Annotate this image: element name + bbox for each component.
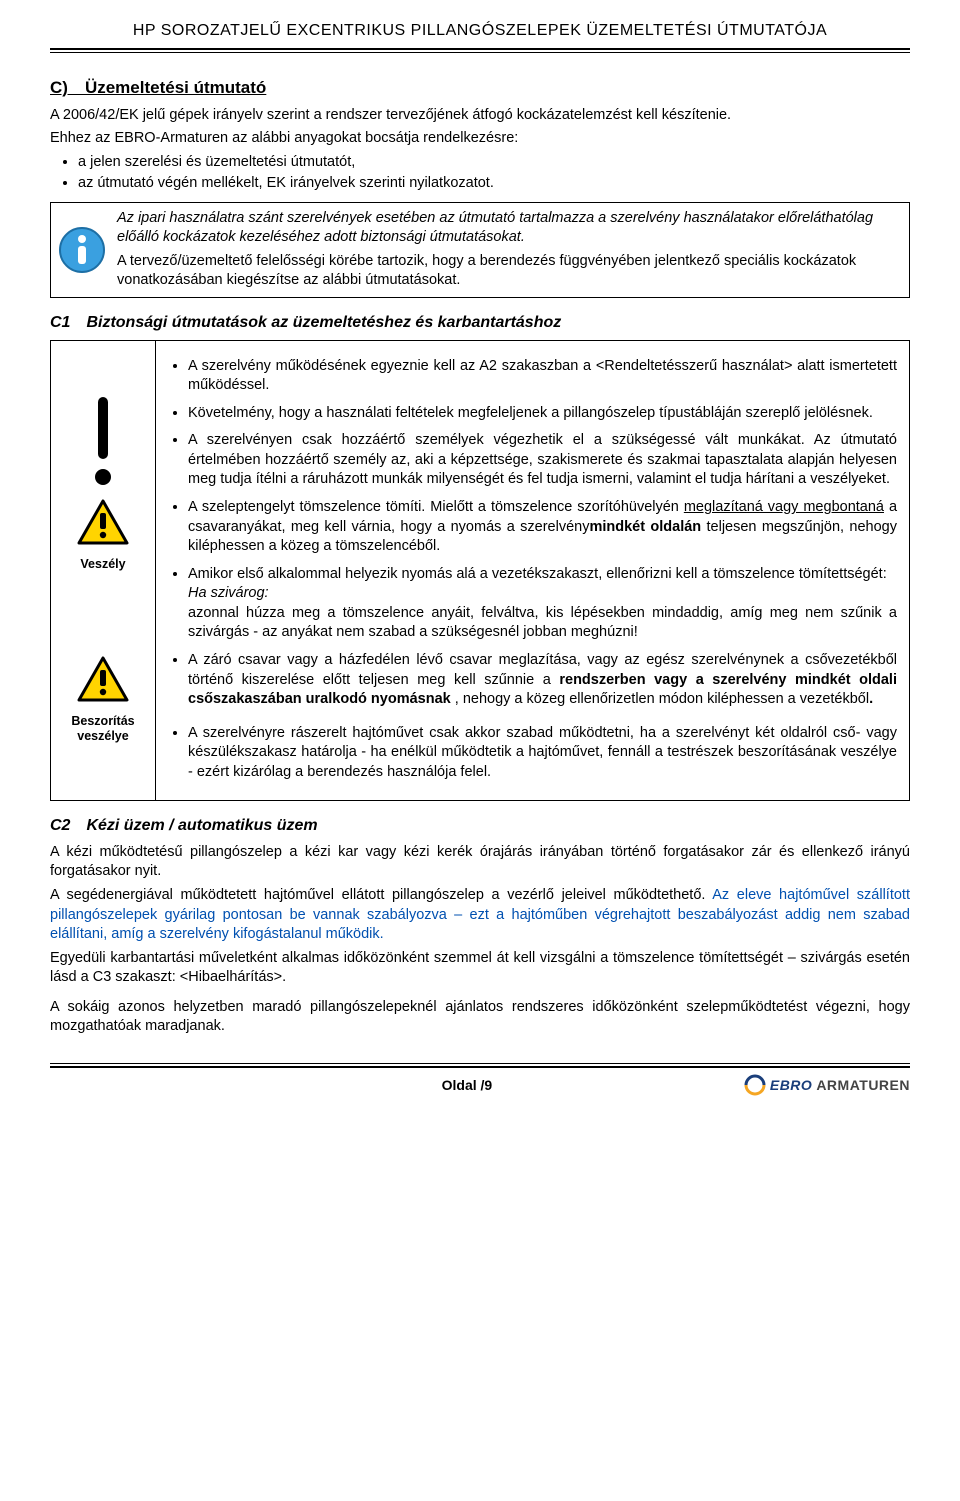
footer-rule-thick	[50, 1066, 910, 1068]
ebro-logo: EBRO ARMATUREN	[744, 1074, 910, 1096]
c1-heading: C1 Biztonsági útmutatások az üzemeltetés…	[50, 312, 910, 334]
c1-left-column: Veszély Beszorítás veszélye	[51, 341, 156, 801]
c1-item-1: A szerelvény működésének egyeznie kell a…	[188, 357, 897, 396]
c1-i4-underline: meglazítaná vagy megbontaná	[684, 499, 884, 515]
section-c-bullet-2: az útmutató végén mellékelt, EK irányelv…	[78, 174, 910, 194]
warning-triangle-icon	[77, 499, 129, 545]
c2-p1: A kézi működtetésű pillangószelep a kézi…	[50, 843, 910, 882]
c1-i5-c: azonnal húzza meg a tömszelence anyáit, …	[188, 605, 897, 641]
c2-heading: C2 Kézi üzem / automatikus üzem	[50, 815, 910, 837]
c1-list: A szerelvény működésének egyeznie kell a…	[188, 357, 897, 783]
c1-right-column: A szerelvény működésének egyeznie kell a…	[156, 341, 909, 801]
c2-p2a: A segédenergiával működtetett hajtóművel…	[50, 887, 712, 903]
pinch-label: Beszorítás veszélye	[55, 714, 151, 744]
header-rule-thin	[50, 52, 910, 53]
section-c-intro: A 2006/42/EK jelű gépek irányelv szerint…	[50, 106, 910, 126]
footer-row: Oldal /9 EBRO ARMATUREN	[50, 1074, 910, 1096]
info-text-p1: Az ipari használatra szánt szerelvények …	[117, 209, 899, 248]
info-text: Az ipari használatra szánt szerelvények …	[113, 203, 909, 297]
c2-p3: Egyedüli karbantartási műveletként alkal…	[50, 949, 910, 988]
page-number: Oldal /9	[190, 1076, 744, 1095]
c1-item-4: A szeleptengelyt tömszelence tömíti. Mie…	[188, 498, 897, 557]
c1-i4-bold: mindkét oldalán	[589, 519, 701, 535]
section-c-bullet-1: a jelen szerelési és üzemeltetési útmuta…	[78, 153, 910, 173]
info-icon-cell	[51, 203, 113, 297]
c1-i6-b: , nehogy a közeg ellenőrizetlen módon ki…	[451, 691, 869, 707]
header-rule-thick	[50, 48, 910, 50]
document-title: HP SOROZATJELŰ EXCENTRIKUS PILLANGÓSZELE…	[50, 20, 910, 46]
pinch-block: Beszorítás veszélye	[55, 656, 151, 744]
c2-p2: A segédenergiával működtetett hajtóművel…	[50, 886, 910, 945]
c1-item-3: A szerelvényen csak hozzáértő személyek …	[188, 431, 897, 490]
info-text-p2: A tervező/üzemeltető felelősségi körébe …	[117, 252, 899, 291]
info-callout: Az ipari használatra szánt szerelvények …	[50, 202, 910, 298]
c1-i5-a: Amikor első alkalommal helyezik nyomás a…	[188, 566, 887, 582]
c1-item-5: Amikor első alkalommal helyezik nyomás a…	[188, 565, 897, 643]
c1-safety-table: Veszély Beszorítás veszélye A szerelvény…	[50, 340, 910, 802]
c1-item-2: Követelmény, hogy a használati feltétele…	[188, 404, 897, 424]
logo-arc-icon	[744, 1074, 766, 1096]
section-c-lead: Ehhez az EBRO-Armaturen az alábbi anyago…	[50, 129, 910, 149]
c2-p4: A sokáig azonos helyzetben maradó pillan…	[50, 998, 910, 1037]
section-c-heading: C) Üzemeltetési útmutató	[50, 77, 910, 100]
warning-triangle-icon-2	[77, 656, 129, 702]
logo-ebro: EBRO	[770, 1076, 812, 1095]
c1-i5-b: Ha szivárog:	[188, 585, 269, 601]
exclamation-icon	[88, 397, 118, 487]
c1-item-6: A záró csavar vagy a házfedélen lévő csa…	[188, 651, 897, 710]
c1-i4-a: A szeleptengelyt tömszelence tömíti. Mie…	[188, 499, 684, 515]
page-footer: Oldal /9 EBRO ARMATUREN	[50, 1063, 910, 1096]
page-header: HP SOROZATJELŰ EXCENTRIKUS PILLANGÓSZELE…	[50, 20, 910, 53]
section-c-bullets: a jelen szerelési és üzemeltetési útmuta…	[78, 153, 910, 194]
info-icon	[58, 226, 106, 274]
c1-item-7: A szerelvényre rászerelt hajtóművet csak…	[188, 724, 897, 783]
hazard-block: Veszély	[77, 397, 129, 572]
hazard-label: Veszély	[80, 557, 125, 572]
footer-rule-thin	[50, 1063, 910, 1064]
logo-armaturen: ARMATUREN	[816, 1076, 910, 1095]
